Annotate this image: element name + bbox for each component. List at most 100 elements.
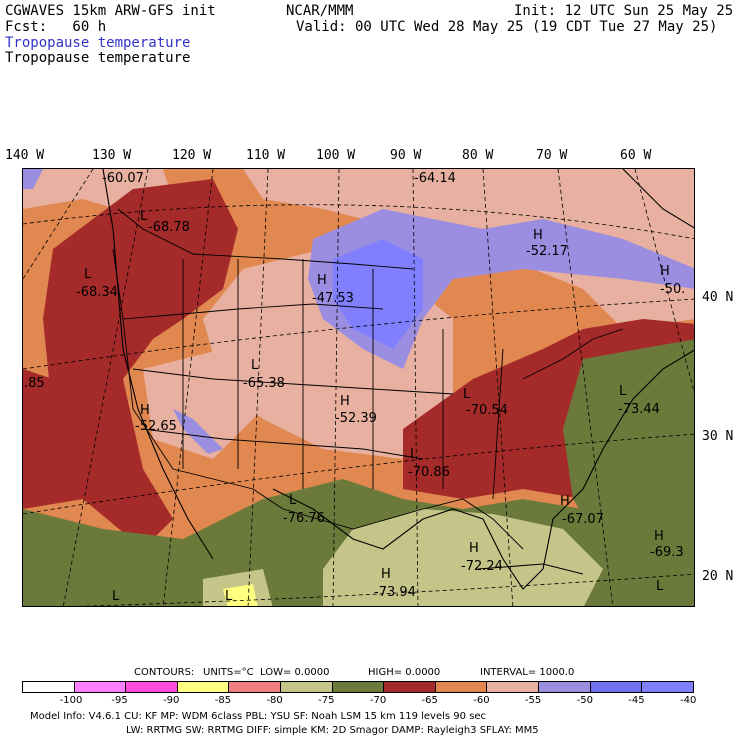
field-fill-55-50-sw [143,349,263,459]
model-info-line-1: Model Info: V4.6.1 CU: KF MP: WDM 6class… [30,711,487,722]
lat-label-40n: 40 N [702,290,734,305]
color-scale-segment [281,682,333,692]
forecast-hour: Fcst: 60 h [5,19,107,35]
color-scale-segment [435,682,488,692]
field-fill-corner-blue [23,169,43,189]
annotation-high-marker: H [654,529,664,544]
field-title-secondary: Tropopause temperature [5,50,191,66]
annotation-value: -70.54 [466,403,508,418]
annotation-low-marker: L [463,387,471,402]
annotation-value: -72.24 [461,559,503,574]
color-scale-tick-label: -80 [266,695,283,706]
field-fill-55-50-north [243,169,694,329]
color-scale-segment [229,682,282,692]
annotation-value: -52.17 [526,244,568,259]
lon-label-110w: 110 W [246,148,286,163]
contours-low: LOW= 0.0000 [260,667,330,678]
field-fill-70-65-coast [23,369,83,509]
state-boundaries [112,208,624,550]
color-scale-tick-label: -95 [111,695,128,706]
contours-units: UNITS=°C [203,667,254,678]
color-scale-tick-label: -45 [628,695,645,706]
annotation-low-marker: L [289,493,297,508]
annotation-value: -73.44 [618,402,660,417]
valid-time: Valid: 00 UTC Wed 28 May 25 (19 CDT Tue … [296,19,718,35]
annotation-high-marker: H [381,567,391,582]
annotation-low-marker: L [410,447,418,462]
color-scale-tick-label: -65 [421,695,438,706]
lon-label-120w: 120 W [172,148,212,163]
tropopause-temperature-map [22,168,695,607]
annotation-high-marker: H [317,273,327,288]
lat-label-20n: 20 N [702,569,734,584]
color-scale-tick-label: -90 [163,695,180,706]
annotation-value: -65.38 [243,376,285,391]
coastline [102,169,694,590]
color-scale-segment [126,682,178,692]
annotation-low-marker: L [656,579,664,594]
annotation-low-marker: L [251,358,259,373]
color-scale-segment [384,682,436,692]
map-canvas [23,169,694,606]
color-scale-segment [177,682,230,692]
lat-lon-grid [23,169,694,606]
center-label: NCAR/MMM [286,3,354,19]
color-scale-tick-label: -70 [369,695,387,706]
lon-label-100w: 100 W [316,148,356,163]
contours-label: CONTOURS: [134,667,195,678]
color-scale-tick-label: -40 [680,695,697,706]
field-title-primary: Tropopause temperature [5,35,191,51]
contours-high: HIGH= 0.0000 [368,667,441,678]
annotation-value: -73.94 [374,585,416,600]
init-time: Init: 12 UTC Sun 25 May 25 [514,3,734,19]
annotation-value: .85 [24,376,45,391]
annotation-value: -67.07 [562,512,604,527]
annotation-value: -60.07 [102,171,144,186]
annotation-value: -50. [660,282,686,297]
lon-label-70w: 70 W [536,148,568,163]
annotation-value: -69.3 [650,545,684,560]
model-title: CGWAVES 15km ARW-GFS init [5,3,216,19]
lon-label-140w: 140 W [5,148,45,163]
field-fill-80-75-gulf [323,509,603,606]
annotation-low-marker: L [225,589,233,604]
lon-label-60w: 60 W [620,148,652,163]
color-scale-tick-label: -85 [214,695,232,706]
annotation-value: -68.34 [76,285,118,300]
color-scale-bar [22,681,694,693]
annotation-value: -70.86 [408,465,450,480]
annotation-high-marker: H [469,541,479,556]
annotation-high-marker: H [140,403,150,418]
color-scale-segment [590,682,643,692]
annotation-high-marker: H [660,264,670,279]
color-scale-tick-label: -75 [318,695,335,706]
field-fill-45-40 [333,239,423,349]
annotation-low-marker: L [84,267,92,282]
color-scale-segment [332,682,385,692]
annotation-high-marker: H [533,228,543,243]
annotation-value: -76.76 [283,511,325,526]
color-scale-segment [74,682,127,692]
color-scale-segment [642,682,693,692]
color-scale-tick-label: -60 [473,695,490,706]
annotation-low-marker: L [619,384,627,399]
color-scale-tick-label: -55 [524,695,542,706]
color-scale-segment [23,682,75,692]
annotation-high-marker: H [340,394,350,409]
annotation-value: -47.53 [312,291,354,306]
color-scale-tick-label: -50 [576,695,593,706]
annotation-low-marker: L [140,209,148,224]
model-info-line-2: LW: RRTMG SW: RRTMG DIFF: simple KM: 2D … [126,725,539,736]
contours-interval: INTERVAL= 1000.0 [480,667,575,678]
annotation-value: -52.65 [135,419,177,434]
lon-label-80w: 80 W [462,148,494,163]
lat-label-30n: 30 N [702,429,734,444]
annotation-value: -68.78 [148,220,190,235]
lon-label-130w: 130 W [92,148,132,163]
annotation-high-marker: H [560,494,570,509]
field-fill-70-65-west [43,179,238,549]
lon-label-90w: 90 W [390,148,422,163]
color-scale-tick-label: -100 [59,695,83,706]
annotation-value: -64.14 [414,171,456,186]
color-scale-segment [539,682,591,692]
